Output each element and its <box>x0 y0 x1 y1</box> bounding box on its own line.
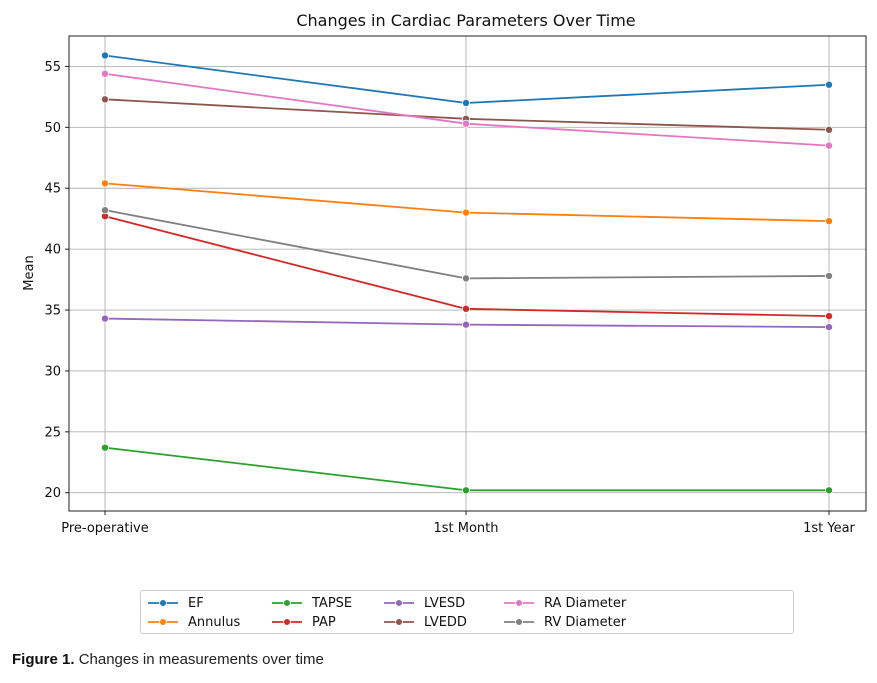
legend-item: RA Diameter <box>504 594 626 612</box>
data-point <box>461 320 470 329</box>
data-point <box>825 323 834 332</box>
gridlines <box>69 36 866 511</box>
data-point <box>461 304 470 313</box>
data-point <box>825 217 834 226</box>
series-ef <box>101 51 834 107</box>
legend-item: Annulus <box>148 613 240 631</box>
legend-label: LVEDD <box>424 614 467 630</box>
series-lvedd <box>101 95 834 134</box>
chart-legend: EF Annulus TAPSE PAP LVESD LVEDD RA Diameter RV… <box>140 590 794 634</box>
legend-swatch <box>504 618 534 626</box>
legend-label: TAPSE <box>312 595 353 611</box>
x-tick-label: Pre-operative <box>61 521 149 536</box>
legend-swatch <box>504 599 534 607</box>
legend-item: LVESD <box>384 594 465 612</box>
chart-title: Changes in Cardiac Parameters Over Time <box>296 11 635 30</box>
x-ticks: Pre-operative 1st Month 1st Year <box>61 511 856 536</box>
legend-item: EF <box>148 594 204 612</box>
series-tapse <box>101 443 834 495</box>
data-point <box>101 314 110 323</box>
data-point <box>461 274 470 283</box>
y-tick-label: 25 <box>44 425 61 440</box>
y-tick-label: 20 <box>44 486 61 501</box>
legend-label: RV Diameter <box>544 614 627 630</box>
y-tick-label: 55 <box>44 60 61 75</box>
plot-frame <box>68 35 867 512</box>
data-point <box>825 271 834 280</box>
legend-label: LVESD <box>424 595 466 611</box>
series-lines <box>101 51 834 495</box>
legend-label: PAP <box>312 614 336 630</box>
data-point <box>825 80 834 89</box>
data-point <box>461 208 470 217</box>
legend-item: RV Diameter <box>504 613 626 631</box>
data-point <box>101 95 110 104</box>
figure-caption-text: Changes in measurements over time <box>78 651 324 668</box>
series-lvesd <box>101 314 834 332</box>
data-point <box>825 141 834 150</box>
series-line <box>104 72 830 147</box>
y-axis-label: Mean <box>22 255 37 290</box>
x-tick-label: 1st Month <box>433 521 498 536</box>
x-tick-label: 1st Year <box>803 521 855 536</box>
figure-caption-label: Figure 1. <box>12 651 75 668</box>
data-point <box>101 51 110 60</box>
legend-label: EF <box>188 595 204 611</box>
series-line <box>104 54 830 104</box>
data-point <box>101 206 110 215</box>
legend-label: Annulus <box>188 614 241 630</box>
y-tick-label: 35 <box>44 304 61 319</box>
figure-caption: Figure 1. Changes in measurements over t… <box>12 651 324 668</box>
data-point <box>461 119 470 128</box>
legend-swatch <box>384 599 414 607</box>
legend-item: LVEDD <box>384 613 467 631</box>
series-ra-diameter <box>101 69 834 150</box>
legend-item: TAPSE <box>272 594 352 612</box>
data-point <box>101 179 110 188</box>
data-point <box>825 486 834 495</box>
y-tick-label: 45 <box>44 182 61 197</box>
data-point <box>101 443 110 452</box>
data-point <box>825 125 834 134</box>
legend-swatch <box>272 618 302 626</box>
legend-swatch <box>148 599 178 607</box>
series-pap <box>101 212 834 321</box>
y-tick-label: 30 <box>44 364 61 379</box>
y-tick-label: 40 <box>44 243 61 258</box>
series-annulus <box>101 179 834 226</box>
data-point <box>825 312 834 321</box>
legend-label: RA Diameter <box>544 595 627 611</box>
legend-swatch <box>148 618 178 626</box>
legend-item: PAP <box>272 613 336 631</box>
legend-swatch <box>272 599 302 607</box>
legend-swatch <box>384 618 414 626</box>
series-line <box>104 446 829 492</box>
data-point <box>101 69 110 78</box>
y-tick-label: 50 <box>44 121 61 136</box>
data-point <box>461 486 470 495</box>
series-rv-diameter <box>101 206 834 283</box>
y-ticks: 20 25 30 35 40 45 50 55 <box>44 60 69 501</box>
plot-border <box>68 35 867 512</box>
data-point <box>461 98 470 107</box>
